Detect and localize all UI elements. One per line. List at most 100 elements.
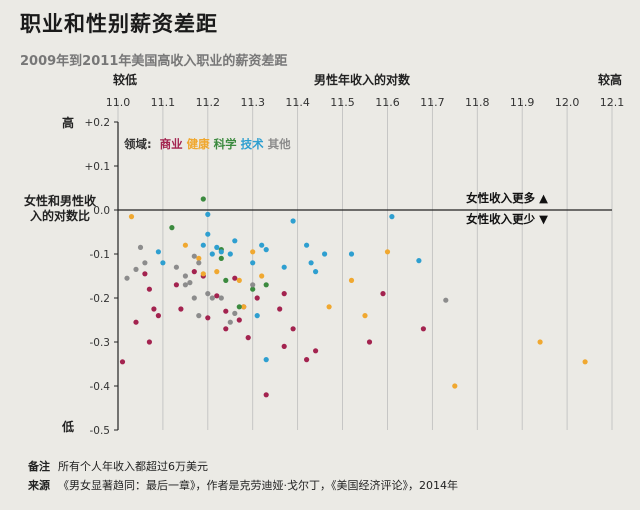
data-point: [582, 359, 588, 365]
legend-item: 科学: [214, 137, 237, 151]
data-point: [232, 238, 238, 244]
y-low-label: 低: [61, 419, 74, 434]
data-point: [241, 304, 247, 310]
data-point: [182, 273, 188, 279]
data-point: [236, 277, 242, 283]
data-point: [227, 319, 233, 325]
data-point: [223, 308, 229, 314]
data-point: [137, 244, 144, 250]
data-point: [308, 260, 314, 266]
data-point: [205, 211, 211, 217]
data-point: [173, 264, 179, 270]
data-point: [214, 293, 220, 299]
data-point: [146, 339, 152, 345]
data-point: [187, 280, 193, 286]
legend-item: 技术: [241, 137, 264, 151]
y-tick-label: -0.1: [90, 249, 111, 261]
data-point: [214, 269, 220, 275]
annotation-women-earn-more: 女性收入更多 ▲: [466, 191, 548, 205]
data-point: [214, 244, 220, 250]
data-point: [380, 291, 386, 297]
data-point: [200, 196, 206, 202]
legend-item: 健康: [187, 137, 210, 151]
y-axis-label-line-2: 入的对数比: [30, 208, 90, 223]
note-key: 备注: [28, 460, 50, 473]
data-point: [142, 271, 148, 277]
data-point: [420, 326, 426, 332]
data-point: [304, 242, 310, 248]
data-point: [232, 275, 238, 281]
page-title: 职业和性别薪资差距: [20, 12, 218, 36]
data-point: [205, 315, 211, 321]
data-point: [281, 291, 287, 297]
data-point: [322, 251, 328, 257]
x-tick-label: 11.3: [240, 96, 265, 109]
data-point: [263, 392, 269, 398]
x-axis-label: 男性年收入的对数: [314, 72, 411, 87]
data-point: [290, 218, 296, 224]
data-point: [263, 282, 269, 288]
data-point: [223, 277, 229, 283]
data-point: [124, 275, 130, 281]
data-point: [259, 273, 265, 279]
data-point: [223, 326, 229, 332]
data-points: [119, 196, 588, 398]
data-point: [254, 295, 260, 301]
data-point: [366, 339, 373, 345]
data-point: [313, 348, 319, 354]
data-point: [155, 313, 161, 319]
data-point: [209, 251, 215, 257]
data-point: [259, 242, 265, 248]
data-point: [196, 313, 202, 319]
data-point: [151, 306, 157, 312]
data-point: [348, 277, 355, 283]
legend-item: 其他: [268, 137, 291, 151]
data-point: [191, 253, 197, 259]
data-point: [281, 343, 287, 349]
y-tick-label: +0.1: [85, 161, 111, 173]
data-point: [384, 249, 391, 255]
data-point: [443, 297, 449, 303]
data-point: [250, 282, 256, 288]
data-point: [200, 271, 206, 277]
data-point: [218, 249, 224, 255]
data-point: [277, 306, 283, 312]
source-key: 来源: [28, 479, 50, 492]
x-tick-label: 11.6: [375, 96, 400, 109]
scatter-chart: 11.0 11.1 11.2 11.3 11.4 11.5 11.6 11.7 11.8 11.9…: [24, 72, 625, 437]
data-point: [196, 255, 202, 261]
y-tick-label: -0.2: [90, 293, 111, 305]
x-tick-label: 11.9: [510, 96, 535, 109]
data-point: [281, 264, 287, 270]
data-point: [537, 339, 543, 345]
data-point: [290, 326, 296, 332]
x-tick-labels: 11.0 11.1 11.2 11.3 11.4 11.5 11.6 11.7 11.8 11.9…: [106, 96, 625, 109]
data-point: [263, 247, 269, 253]
source-line: 来源 《男女显著趋同：最后一章》，作者是克劳迪娅·戈尔丁，《美国经济评论》，201…: [28, 477, 458, 493]
x-low-label: 较低: [113, 72, 137, 87]
y-tick-label: -0.4: [90, 381, 111, 393]
legend-item: 商业: [160, 137, 183, 151]
y-tick-label: -0.5: [90, 425, 111, 437]
data-point: [178, 306, 184, 312]
data-point: [155, 249, 161, 255]
data-point: [452, 383, 458, 389]
data-point: [128, 214, 135, 220]
page-subtitle: 2009年到2011年美国高收入职业的薪资差距: [20, 54, 288, 69]
y-tick-label: +0.2: [85, 117, 111, 129]
data-point: [313, 269, 319, 275]
y-high-label: 高: [62, 115, 74, 130]
data-point: [169, 225, 175, 231]
data-point: [182, 242, 188, 248]
x-tick-label: 11.7: [420, 96, 445, 109]
x-tick-label: 11.2: [196, 96, 221, 109]
y-tick-label: -0.3: [90, 337, 111, 349]
data-point: [236, 317, 242, 323]
data-point: [200, 242, 206, 248]
data-point: [133, 266, 139, 272]
data-point: [254, 313, 260, 319]
x-tick-label: 11.4: [285, 96, 310, 109]
y-tick-label: 0.0: [93, 205, 110, 217]
note-line: 备注 所有个人年收入都超过6万美元: [28, 458, 208, 474]
y-axis-label-line-1: 女性和男性收: [24, 193, 96, 208]
